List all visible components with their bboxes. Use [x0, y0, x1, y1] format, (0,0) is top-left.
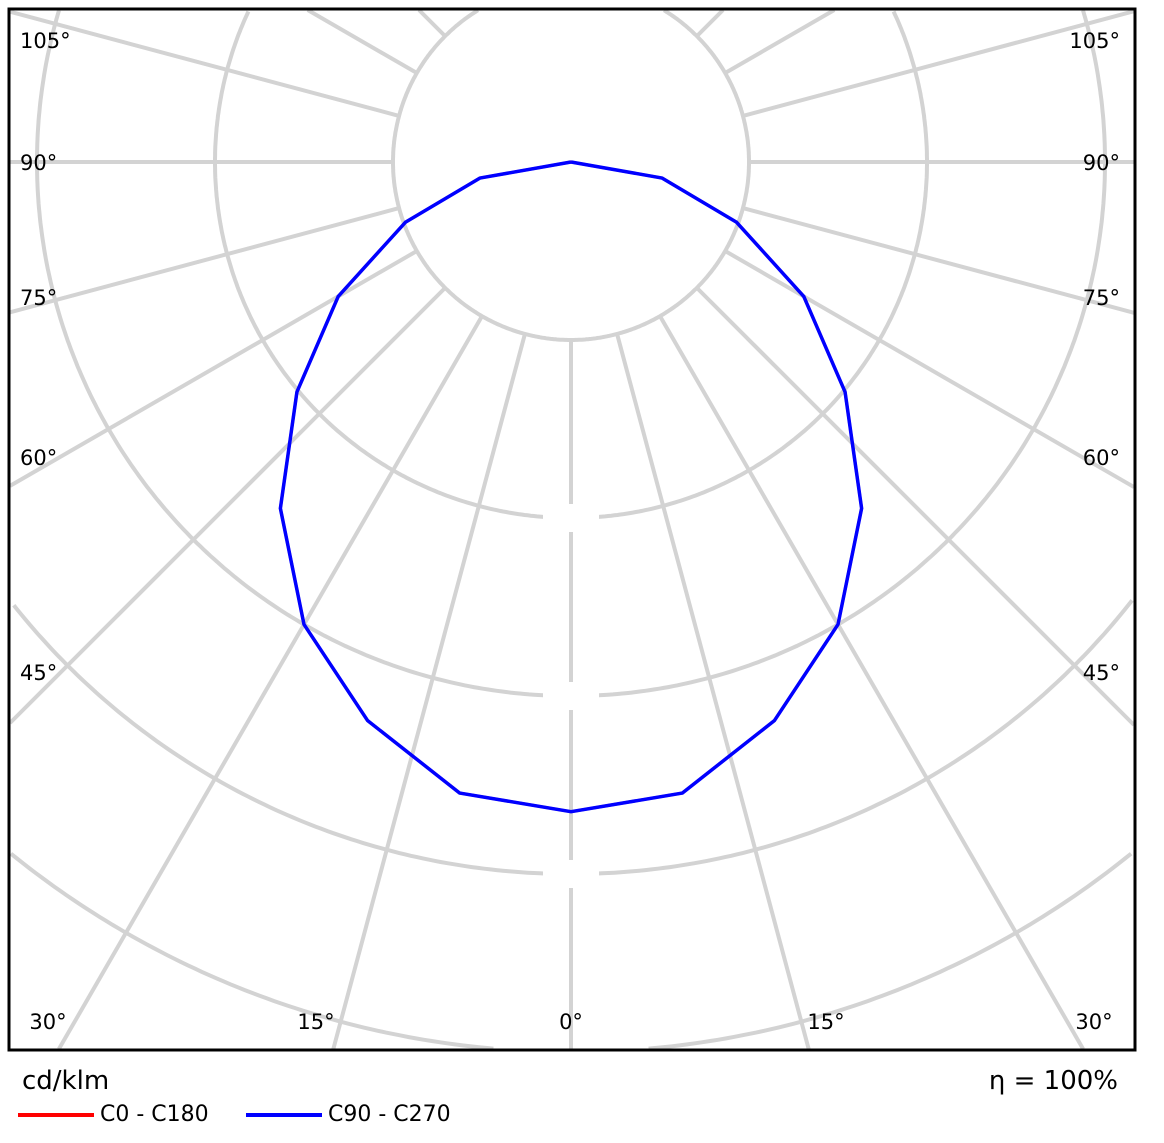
- angle-label-right: 60°: [1083, 446, 1120, 470]
- polar-grid: [8, 8, 1136, 1051]
- ring-label-gap: [543, 860, 599, 888]
- angle-label-bottom: 15°: [297, 1010, 334, 1034]
- angle-label-right: 90°: [1083, 151, 1120, 175]
- grid-ring: [648, 852, 1133, 1051]
- series-line-c90-c270: [278, 160, 864, 814]
- grid-spoke: [695, 8, 725, 38]
- curves: [278, 160, 864, 814]
- legend-swatch-red: [18, 1112, 94, 1117]
- grid-ring: [9, 852, 494, 1051]
- angle-label-left: 105°: [20, 29, 71, 53]
- legend-item-c90: C90 - C270: [246, 1102, 451, 1127]
- efficiency-label: η = 100%: [988, 1066, 1118, 1096]
- unit-label: cd/klm: [22, 1066, 110, 1096]
- grid-spoke: [742, 206, 1135, 315]
- grid-spoke: [724, 8, 836, 75]
- grid-spoke: [57, 315, 484, 1051]
- grid-spoke: [8, 286, 447, 725]
- legend-swatch-blue: [246, 1112, 322, 1117]
- grid-spoke: [331, 333, 527, 1050]
- angle-label-bottom: 30°: [29, 1010, 66, 1034]
- grid-ring: [213, 10, 929, 520]
- grid-spoke: [695, 286, 1136, 727]
- legend-label: C90 - C270: [328, 1102, 451, 1127]
- grid-ring: [1081, 9, 1107, 162]
- grid-spoke: [658, 315, 1085, 1051]
- grid-ring: [891, 10, 929, 162]
- ring-label-gap: [543, 504, 599, 532]
- legend-item-c0: C0 - C180: [18, 1102, 209, 1127]
- grid-ring: [391, 8, 751, 342]
- legend-label: C0 - C180: [100, 1102, 209, 1127]
- grid-spoke: [9, 249, 418, 488]
- angle-labels: 105° 90° 75° 60° 45° 105° 90° 75° 60° 45° 30° 15° 0°…: [20, 29, 1120, 1034]
- angle-label-right: 105°: [1069, 29, 1120, 53]
- grid-ring: [662, 8, 751, 162]
- angle-label-bottom: 30°: [1075, 1010, 1112, 1034]
- angle-label-left: 90°: [20, 151, 57, 175]
- angle-label-bottom: 15°: [807, 1010, 844, 1034]
- grid-spoke: [417, 8, 447, 38]
- grid-ring: [35, 9, 1107, 698]
- angle-label-right: 75°: [1083, 286, 1120, 310]
- grid-spoke: [742, 9, 1135, 118]
- grid-spoke: [9, 206, 400, 315]
- grid-spoke: [615, 333, 811, 1050]
- angle-label-bottom: 0°: [559, 1010, 583, 1034]
- grid-spoke: [306, 8, 418, 75]
- angle-label-right: 45°: [1083, 661, 1120, 685]
- chart-frame: [7, 7, 1137, 1052]
- ring-label-gap: [543, 682, 599, 710]
- angle-label-left: 45°: [20, 661, 57, 685]
- angle-label-left: 75°: [20, 286, 57, 310]
- angle-label-left: 60°: [20, 446, 57, 470]
- grid-spoke: [9, 9, 400, 118]
- grid-spoke: [724, 249, 1135, 489]
